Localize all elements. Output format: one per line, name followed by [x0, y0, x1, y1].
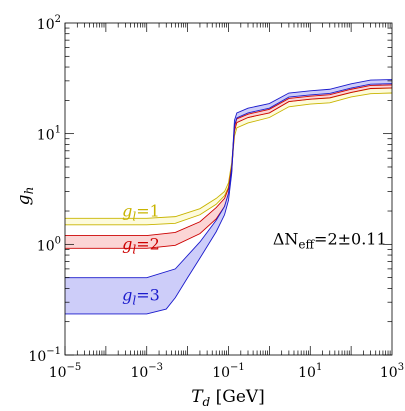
x-tick-label: 101 — [298, 362, 322, 381]
band-upper-line-3 — [65, 79, 393, 279]
series-label-2: gl=2 — [122, 234, 160, 256]
band-upper-line-2 — [65, 84, 393, 237]
annotations-layer: gl=1 gl=2 gl=3 ΔNeff=2±0.11 — [122, 202, 387, 308]
band-lower-line-3 — [65, 83, 393, 315]
tick-labels-layer: 10−5 10−3 10−1 101 103 10−1 100 101 102 — [28, 14, 404, 381]
delta-neff-annotation: ΔNeff=2±0.11 — [273, 229, 387, 251]
y-axis-title: gh — [14, 187, 36, 206]
bands-layer — [65, 79, 393, 315]
y-tick-label: 102 — [37, 14, 61, 33]
x-tick-label: 10−1 — [212, 362, 245, 381]
series-label-1: gl=1 — [122, 202, 160, 224]
band-fill-1 — [65, 88, 392, 225]
plot-frame — [64, 22, 393, 356]
x-tick-label: 10−5 — [49, 362, 82, 381]
y-tick-label: 101 — [37, 125, 61, 144]
band-lower-line-2 — [65, 87, 393, 249]
x-tick-label: 103 — [380, 362, 404, 381]
y-tick-label: 100 — [37, 235, 61, 254]
x-tick-label: 10−3 — [130, 362, 163, 381]
x-axis-title: Td [GeV] — [191, 387, 265, 409]
y-tick-label: 10−1 — [28, 346, 61, 365]
band-lower-line-1 — [65, 92, 393, 226]
series-label-3: gl=3 — [122, 286, 160, 308]
